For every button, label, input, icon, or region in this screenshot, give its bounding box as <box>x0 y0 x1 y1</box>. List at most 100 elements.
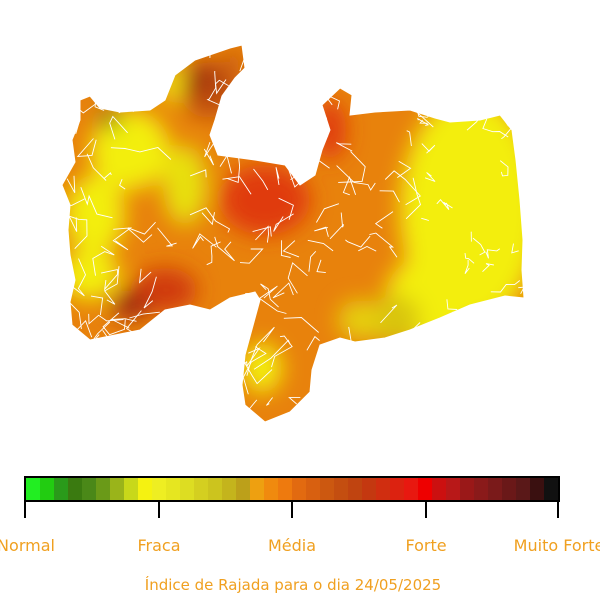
municipality-border <box>229 134 249 151</box>
scale-swatch <box>376 478 390 500</box>
municipality-border <box>253 168 269 191</box>
municipality-border <box>364 343 383 360</box>
municipality-border <box>380 304 398 324</box>
municipality-border <box>142 74 162 91</box>
municipality-border <box>437 320 452 333</box>
municipality-border <box>67 300 82 329</box>
municipality-border <box>337 402 367 421</box>
municipality-border <box>346 63 359 85</box>
municipality-border <box>110 318 137 329</box>
municipality-border <box>208 323 230 339</box>
municipality-border <box>78 346 109 375</box>
municipality-border <box>336 142 353 152</box>
municipality-border <box>369 232 398 258</box>
municipality-border <box>255 225 269 243</box>
municipality-border <box>125 75 147 81</box>
scale-swatch <box>82 478 96 500</box>
legend-label-normal: Normal <box>0 536 55 555</box>
tick-fraca <box>158 502 160 518</box>
municipality-border <box>345 235 371 248</box>
municipality-border <box>83 52 115 67</box>
municipality-border <box>127 398 144 417</box>
municipality-border <box>242 346 267 395</box>
municipality-border <box>255 83 271 107</box>
municipality-border <box>133 45 155 62</box>
municipality-border <box>153 316 178 340</box>
municipality-border <box>397 160 412 178</box>
municipality-border <box>421 217 430 221</box>
legend-label-fraca: Fraca <box>137 536 181 555</box>
municipality-border <box>246 326 275 376</box>
municipality-border <box>209 345 220 365</box>
legend-label-media: Média <box>267 536 317 555</box>
scale-swatch <box>180 478 194 500</box>
municipality-border <box>496 52 509 67</box>
municipality-border <box>472 237 486 256</box>
municipality-border <box>287 262 308 294</box>
risk-fill <box>62 45 524 422</box>
scale-swatch <box>334 478 348 500</box>
municipality-border <box>316 203 340 223</box>
scale-swatch <box>54 478 68 500</box>
legend-label-muito-forte: Muito Forte <box>513 536 600 555</box>
municipality-border <box>271 335 293 368</box>
municipality-border <box>511 243 519 254</box>
municipality-border <box>501 340 510 358</box>
municipality-border <box>253 339 291 370</box>
municipality-border <box>67 84 81 122</box>
municipality-border <box>310 82 316 104</box>
municipality-border <box>303 133 323 144</box>
municipality-border <box>228 346 240 361</box>
scale-swatch <box>124 478 138 500</box>
municipality-border <box>505 112 515 121</box>
municipality-border <box>316 259 326 274</box>
scale-swatch <box>432 478 446 500</box>
municipality-border <box>367 75 377 89</box>
scale-swatch <box>264 478 278 500</box>
municipality-border <box>464 259 470 274</box>
municipality-border <box>62 118 81 135</box>
municipality-border <box>424 172 436 182</box>
municipality-border <box>330 392 359 411</box>
municipality-border <box>86 153 107 181</box>
municipality-border <box>74 364 90 377</box>
municipality-border <box>211 337 221 382</box>
municipality-border <box>92 245 115 276</box>
municipality-border <box>379 190 400 203</box>
municipality-border <box>358 245 377 252</box>
municipality-border <box>287 104 312 114</box>
municipality-border <box>483 106 494 116</box>
municipality-border <box>133 77 164 94</box>
scale-swatch <box>488 478 502 500</box>
municipality-border <box>161 67 177 71</box>
municipality-border <box>360 76 378 92</box>
municipality-border <box>374 211 394 229</box>
municipality-border <box>357 95 375 113</box>
municipality-border <box>280 240 291 258</box>
municipality-border <box>192 395 226 413</box>
municipality-border <box>387 402 416 422</box>
scale-swatch <box>320 478 334 500</box>
municipality-border <box>384 170 422 206</box>
municipality-border <box>119 59 132 78</box>
municipality-border <box>464 253 475 264</box>
municipality-border <box>189 207 231 233</box>
legend-label-forte: Forte <box>405 536 447 555</box>
municipality-border <box>127 221 156 235</box>
municipality-border <box>280 74 293 91</box>
scale-swatch <box>460 478 474 500</box>
scale-swatch <box>502 478 516 500</box>
municipality-border <box>513 311 524 324</box>
municipality-border <box>283 317 319 333</box>
municipality-border <box>187 376 203 409</box>
municipality-border <box>66 175 76 194</box>
municipality-border <box>463 67 480 83</box>
municipality-border <box>278 197 294 220</box>
municipality-border <box>329 212 345 240</box>
municipality-border <box>100 361 113 374</box>
scale-swatch <box>110 478 124 500</box>
municipality-border <box>370 45 378 52</box>
municipality-border <box>66 258 86 297</box>
municipality-border <box>206 87 222 107</box>
municipality-border <box>422 89 446 101</box>
